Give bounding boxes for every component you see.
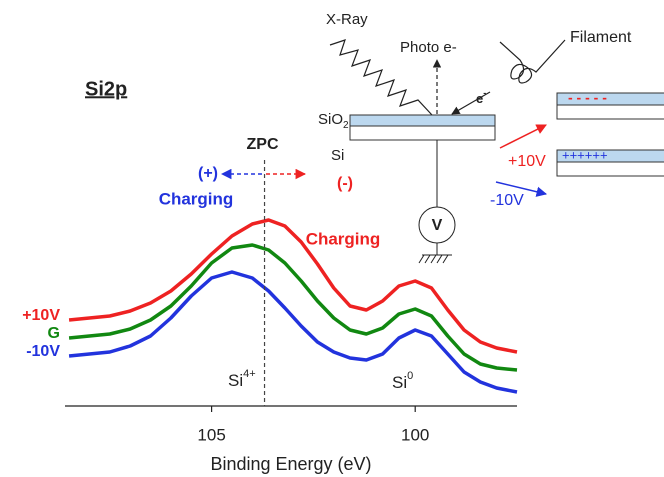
xray-path (329, 39, 433, 116)
filament-coil (499, 39, 566, 84)
legend-label: +10V (22, 307, 60, 324)
label: SiO2 (318, 111, 349, 131)
legend-label: G (48, 325, 60, 342)
label-sup: - (483, 88, 486, 98)
label: Filament (570, 29, 632, 46)
annotation: Si0 (392, 370, 413, 393)
label: -10V (490, 192, 524, 209)
x-axis-label: Binding Energy (eV) (210, 454, 371, 474)
charges: ++++++ (562, 147, 608, 162)
series-line (68, 243, 518, 372)
label: V (432, 217, 443, 234)
label-text: SiO (318, 111, 343, 128)
chart-title: Si2p (85, 78, 127, 100)
si-substrate (349, 125, 496, 141)
annotation-sup: 0 (407, 370, 413, 382)
annotation: (-) (337, 175, 353, 192)
zpc-label: ZPC (247, 136, 279, 153)
label: Si (331, 147, 344, 164)
annotation-text: Si (228, 371, 243, 390)
charges: - - - - - (568, 90, 607, 106)
label: X-Ray (326, 11, 368, 28)
label-sub: 2 (343, 120, 349, 131)
annotation-text: Si (392, 373, 407, 392)
x-tick-label: 105 (197, 425, 225, 444)
annotation: (+) (198, 165, 218, 182)
legend-label: -10V (26, 343, 60, 360)
diagram: X-Ray Photo e- Filament e- SiO2 Si V +10… (318, 11, 664, 264)
annotation: Si4+ (228, 368, 256, 391)
si-substrate (556, 161, 664, 177)
arrow (451, 91, 491, 115)
label: Photo e- (400, 39, 457, 56)
arrow (499, 124, 547, 149)
series-line (68, 270, 518, 394)
label: +10V (508, 153, 546, 170)
annotation-sup: 4+ (243, 368, 256, 380)
label: e- (476, 88, 486, 106)
oxide-layer (349, 114, 496, 127)
label-text: e (476, 91, 483, 106)
ground (418, 254, 452, 264)
series-line (68, 218, 518, 354)
annotation: Charging (306, 229, 381, 248)
x-tick-label: 100 (401, 425, 429, 444)
annotation: Charging (159, 189, 234, 208)
si-substrate (556, 104, 664, 120)
arrow (495, 181, 548, 197)
